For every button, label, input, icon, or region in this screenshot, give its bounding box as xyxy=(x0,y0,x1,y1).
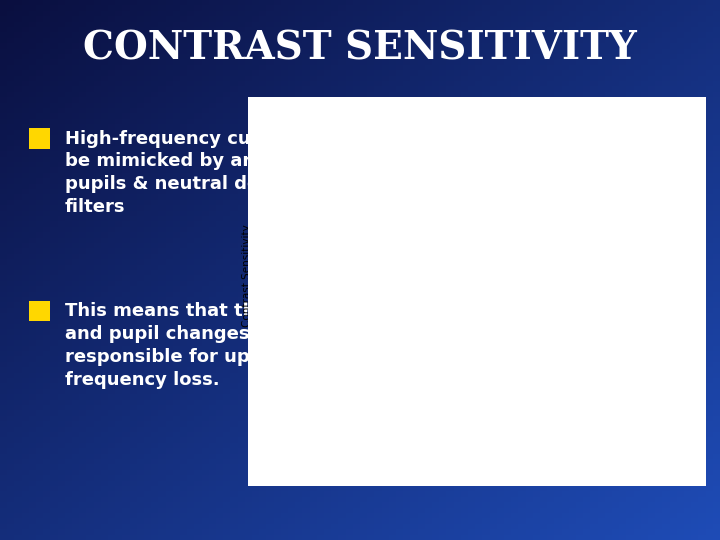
60's xyxy=(348,294,356,300)
20's xyxy=(443,164,451,170)
20's xyxy=(382,228,391,235)
Line: 50's: 50's xyxy=(349,176,535,305)
70's xyxy=(427,187,436,193)
Y-axis label: Contrast Sensitivity: Contrast Sensitivity xyxy=(242,224,252,327)
Line: 30's: 30's xyxy=(349,161,535,284)
Line: 70's: 70's xyxy=(349,187,535,364)
40's xyxy=(348,283,356,289)
30's xyxy=(443,164,451,171)
50's xyxy=(408,184,416,190)
80's xyxy=(443,199,451,206)
30's xyxy=(427,161,436,167)
40's xyxy=(443,171,451,177)
80's xyxy=(468,208,477,214)
Line: 40's: 40's xyxy=(349,168,535,289)
70's xyxy=(503,294,511,300)
50's xyxy=(528,299,536,305)
40's xyxy=(468,177,477,184)
60's xyxy=(528,318,536,324)
80's xyxy=(427,193,436,200)
70's xyxy=(408,196,416,202)
60's xyxy=(468,191,477,197)
40's xyxy=(408,177,416,184)
80's xyxy=(528,375,536,382)
30's xyxy=(468,172,477,178)
60's xyxy=(443,185,451,191)
30's xyxy=(528,275,536,281)
20's xyxy=(348,275,356,281)
20's xyxy=(408,167,416,173)
20's xyxy=(528,261,536,268)
30's xyxy=(408,168,416,175)
Bar xyxy=(29,128,50,148)
30's xyxy=(382,232,391,238)
60's xyxy=(382,251,391,257)
70's xyxy=(528,359,536,365)
20's xyxy=(468,170,477,177)
30's xyxy=(503,235,511,241)
Legend: 20's, 30's, 40's, 50's, 60's, 70's, 80's: 20's, 30's, 40's, 50's, 60's, 70's, 80's xyxy=(640,118,687,206)
50's xyxy=(382,244,391,250)
X-axis label: Spatial Frequency (cycles/deg): Spatial Frequency (cycles/deg) xyxy=(401,463,582,472)
50's xyxy=(348,289,356,296)
40's xyxy=(427,168,436,175)
50's xyxy=(468,184,477,190)
50's xyxy=(443,177,451,184)
50's xyxy=(427,175,436,181)
60's xyxy=(503,261,511,268)
40's xyxy=(382,238,391,245)
70's xyxy=(443,192,451,198)
20's xyxy=(503,228,511,235)
40's xyxy=(503,242,511,248)
80's xyxy=(382,261,391,268)
80's xyxy=(503,310,511,317)
Text: High-frequency cut-off can
be mimicked by artificial
pupils & neutral density
fi: High-frequency cut-off can be mimicked b… xyxy=(65,130,336,217)
Line: 20's: 20's xyxy=(349,160,535,281)
Line: 80's: 80's xyxy=(349,194,535,381)
60's xyxy=(408,191,416,197)
Bar xyxy=(29,301,50,321)
60's xyxy=(427,181,436,188)
70's xyxy=(468,199,477,206)
Text: CONTRAST SENSITIVITY: CONTRAST SENSITIVITY xyxy=(83,30,637,68)
20's xyxy=(427,159,436,166)
50's xyxy=(503,251,511,257)
80's xyxy=(408,202,416,209)
Line: 60's: 60's xyxy=(349,181,535,323)
30's xyxy=(348,278,356,285)
70's xyxy=(348,299,356,305)
70's xyxy=(382,255,391,262)
80's xyxy=(348,304,356,310)
Text: This means that the lens
and pupil changes are
responsible for upper
frequency l: This means that the lens and pupil chang… xyxy=(65,302,315,389)
40's xyxy=(528,283,536,289)
